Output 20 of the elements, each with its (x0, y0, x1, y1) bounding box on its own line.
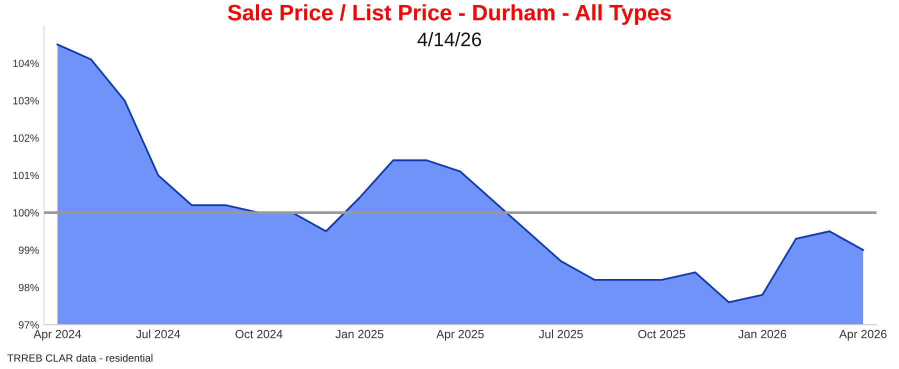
y-tick-label: 101% (13, 172, 39, 180)
y-tick-label: 103% (13, 97, 39, 104)
x-tick-label: Apr 2026 (839, 330, 887, 341)
x-tick-label: Oct 2025 (638, 330, 686, 338)
text: TRREB CLAR data - residential (7, 354, 152, 362)
y-tick-label: 100% (13, 209, 39, 217)
x-tick-label: Oct 2024 (235, 330, 282, 338)
x-tick-label: Apr 2024 (34, 330, 82, 341)
x-tick-label: Apr 2025 (436, 330, 484, 341)
y-tick-label: 99% (18, 246, 39, 254)
y-tick-label: 98% (18, 284, 39, 292)
x-tick-label: Jan 2026 (738, 330, 786, 338)
chart-title: Sale Price / List Price - Durham - All Types (228, 4, 671, 25)
y-tick-label: 97% (18, 321, 39, 329)
chart-subtitle: 4/14/26 (418, 32, 482, 46)
x-tick-label: Jul 2025 (538, 330, 583, 338)
x-tick-label: Jan 2025 (335, 330, 384, 338)
y-tick-label: 104% (13, 60, 39, 68)
x-tick-label: Jul 2024 (136, 330, 180, 338)
y-tick-label: 102% (13, 134, 39, 142)
